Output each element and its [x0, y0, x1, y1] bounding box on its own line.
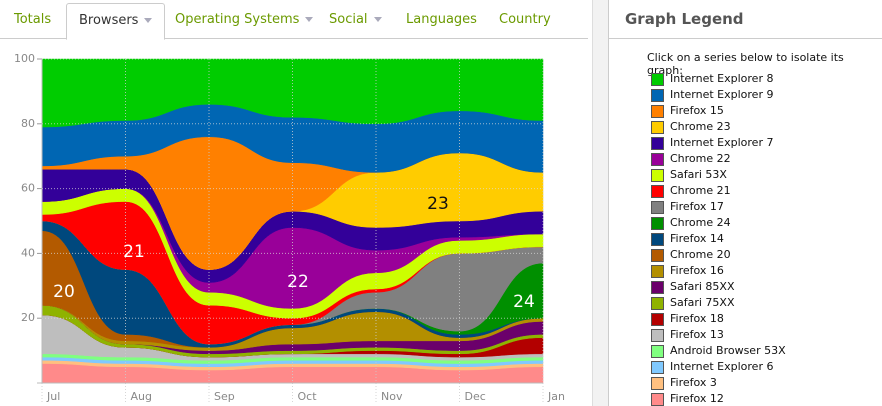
legend-label: Chrome 21	[670, 184, 731, 197]
legend-swatch	[651, 185, 664, 198]
dropdown-arrow	[305, 17, 314, 22]
legend-label: Chrome 24	[670, 216, 731, 229]
tab-label: Social	[329, 12, 368, 27]
legend-swatch	[651, 281, 664, 294]
x-tick-label: Sep	[214, 390, 235, 403]
tab[interactable]: Languages	[406, 12, 477, 27]
x-tick-label: Aug	[131, 390, 152, 403]
series-annotation: 24	[513, 292, 535, 312]
legend-label: Safari 53X	[670, 168, 727, 181]
y-tick-label: 80	[21, 117, 35, 130]
x-tick-label: Nov	[381, 390, 403, 403]
separator	[609, 38, 882, 39]
x-tick-label: Dec	[465, 390, 486, 403]
legend-label: Chrome 23	[670, 120, 731, 133]
series-annotation: 23	[427, 194, 449, 214]
legend-label: Safari 85XX	[670, 280, 735, 293]
x-tick-label: Jul	[46, 390, 60, 403]
x-tick-label: Jan	[547, 390, 565, 403]
tab[interactable]: Country	[499, 12, 551, 27]
legend-instruction: Click on a series below to isolate its g…	[647, 51, 844, 77]
legend-label: Firefox 17	[670, 200, 724, 213]
y-tick-label: 60	[21, 182, 35, 195]
tab[interactable]: Social	[329, 12, 382, 27]
legend-swatch	[651, 121, 664, 134]
legend-label: Firefox 15	[670, 104, 724, 117]
legend-swatch	[651, 297, 664, 310]
legend-label: Internet Explorer 7	[670, 136, 774, 149]
legend-label: Internet Explorer 9	[670, 88, 774, 101]
legend-label: Firefox 18	[670, 312, 724, 325]
tab-label: Languages	[406, 12, 477, 27]
legend-label: Android Browser 53X	[670, 344, 786, 357]
legend-swatch	[651, 345, 664, 358]
legend-swatch	[651, 313, 664, 326]
legend-swatch	[651, 265, 664, 278]
legend-label: Firefox 16	[670, 264, 724, 277]
tab[interactable]: Browsers	[66, 3, 166, 40]
legend-swatch	[651, 361, 664, 374]
dropdown-arrow	[144, 18, 153, 23]
tab-label: Country	[499, 12, 551, 27]
legend-label: Internet Explorer 6	[670, 360, 774, 373]
legend-label: Chrome 22	[670, 152, 731, 165]
legend-swatch	[651, 201, 664, 214]
legend-swatch	[651, 393, 664, 406]
y-tick-label: 20	[21, 311, 35, 324]
legend-label: Chrome 20	[670, 248, 731, 261]
legend-label: Firefox 12	[670, 392, 724, 405]
legend-panel: Graph Legend Click on a series below to …	[608, 0, 882, 406]
legend-swatch	[651, 169, 664, 182]
legend-swatch	[651, 217, 664, 230]
legend-title: Graph Legend	[625, 10, 744, 28]
legend-label: Safari 75XX	[670, 296, 735, 309]
tab[interactable]: Totals	[14, 12, 51, 27]
legend-label: Firefox 3	[670, 376, 717, 389]
legend-swatch	[651, 329, 664, 342]
y-tick-label: 40	[21, 246, 35, 259]
legend-label: Firefox 14	[670, 232, 724, 245]
x-tick-label: Oct	[298, 390, 318, 403]
legend-swatch	[651, 233, 664, 246]
chart: 20 40 60 80 100 Jul Aug Sep Oct Nov Dec Jan 20 21 22 23…	[14, 52, 565, 403]
legend-swatch	[651, 105, 664, 118]
legend-swatch	[651, 377, 664, 390]
tab-label: Totals	[14, 12, 52, 27]
tab[interactable]: Operating Systems	[175, 12, 314, 27]
tab-label: Browsers	[79, 13, 139, 28]
series-annotation: 22	[287, 272, 309, 292]
legend-swatch	[651, 249, 664, 262]
legend-swatch	[651, 73, 664, 86]
legend-label: Internet Explorer 8	[670, 72, 774, 85]
divider	[592, 0, 609, 406]
dropdown-arrow	[373, 17, 382, 22]
y-tick-label: 100	[14, 52, 35, 65]
legend-label: Firefox 13	[670, 328, 724, 341]
series-annotation: 21	[123, 242, 145, 262]
series-annotation: 20	[53, 282, 75, 302]
legend-swatch	[651, 137, 664, 150]
tab-bar: Totals Browsers Operating Systems Social Lan…	[0, 0, 588, 40]
tab-label: Operating Systems	[175, 12, 300, 27]
legend-swatch	[651, 89, 664, 102]
legend-swatch	[651, 153, 664, 166]
